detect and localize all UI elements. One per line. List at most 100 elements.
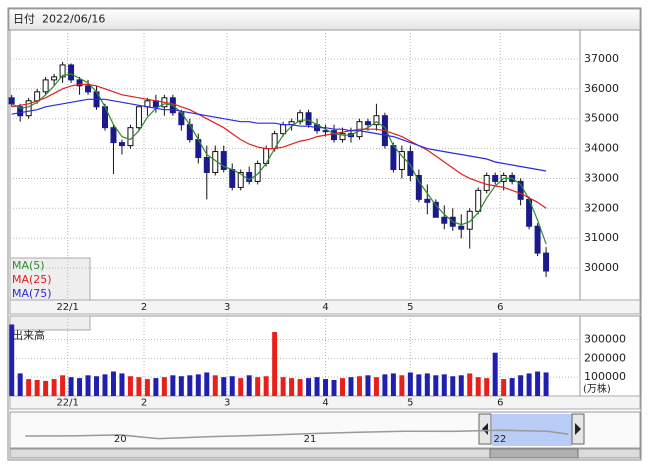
volume-bar bbox=[17, 373, 23, 396]
candle-body bbox=[364, 121, 371, 126]
y-tick-label: 36000 bbox=[584, 82, 619, 95]
candle-body bbox=[543, 252, 550, 272]
volume-title-box bbox=[9, 315, 91, 331]
candle-body bbox=[85, 85, 92, 93]
legend-entry: MA(25) bbox=[12, 273, 52, 286]
volume-bar bbox=[450, 376, 456, 396]
candle-body bbox=[76, 79, 83, 87]
candle-body bbox=[220, 151, 227, 170]
volume-bar bbox=[26, 379, 32, 396]
x-tick-label: 22/1 bbox=[56, 302, 78, 313]
candle-body bbox=[534, 225, 541, 254]
candle-body bbox=[466, 210, 473, 230]
volume-bar bbox=[289, 378, 295, 396]
volume-bar bbox=[119, 373, 125, 396]
volume-bar bbox=[246, 375, 252, 396]
candle-body bbox=[118, 142, 125, 147]
y-tick-label: 35000 bbox=[584, 112, 619, 125]
candle-body bbox=[254, 163, 261, 182]
ma-line bbox=[11, 83, 547, 209]
candle-body bbox=[68, 64, 75, 81]
y-tick-label: 100000 bbox=[584, 370, 626, 383]
volume-bar bbox=[526, 373, 532, 396]
volume-bar bbox=[314, 377, 320, 396]
handle-arrow bbox=[575, 423, 581, 435]
volume-bar bbox=[263, 376, 269, 396]
volume-bar bbox=[110, 371, 116, 396]
header-date: 2022/06/16 bbox=[42, 13, 105, 26]
volume-bar bbox=[34, 380, 40, 396]
x-tick-label: 5 bbox=[407, 302, 413, 313]
candle-body bbox=[424, 198, 431, 203]
candle-body bbox=[398, 151, 405, 170]
candle-body bbox=[246, 171, 253, 182]
volume-bar bbox=[272, 332, 278, 396]
x-tick-label: 22/1 bbox=[56, 398, 78, 409]
volume-bar bbox=[399, 375, 405, 396]
y-tick-label: 31000 bbox=[584, 231, 619, 244]
candle-body bbox=[42, 79, 49, 93]
volume-bar bbox=[9, 324, 15, 396]
navigator-tick-label: 22 bbox=[493, 434, 506, 445]
x-tick-label: 3 bbox=[224, 302, 230, 313]
candle-body bbox=[432, 201, 439, 218]
volume-bar bbox=[356, 376, 362, 396]
volume-bar bbox=[178, 376, 184, 396]
volume-bar bbox=[348, 377, 354, 396]
x-tick-label: 5 bbox=[407, 398, 413, 409]
volume-bar bbox=[323, 379, 329, 396]
volume-bar bbox=[127, 376, 133, 396]
y-tick-label: 33000 bbox=[584, 171, 619, 184]
volume-bar bbox=[416, 374, 422, 396]
candle-body bbox=[203, 157, 210, 173]
candle-body bbox=[237, 171, 244, 188]
candle-body bbox=[280, 124, 287, 135]
candle-body bbox=[25, 100, 32, 117]
volume-bar bbox=[51, 379, 57, 396]
volume-bar bbox=[102, 374, 108, 396]
x-tick-label: 2 bbox=[141, 398, 147, 409]
candle-body bbox=[483, 174, 490, 191]
candle-body bbox=[8, 97, 15, 105]
candle-body bbox=[51, 76, 58, 81]
volume-bar bbox=[492, 352, 498, 396]
volume-bar bbox=[373, 377, 379, 396]
scrollbar-thumb[interactable] bbox=[489, 448, 579, 459]
volume-bar bbox=[85, 375, 91, 396]
volume-bar bbox=[221, 377, 227, 396]
volume-bar bbox=[161, 377, 167, 396]
volume-bar bbox=[204, 372, 210, 396]
candle-body bbox=[127, 127, 134, 147]
volume-bar bbox=[306, 378, 312, 396]
volume-bar bbox=[297, 379, 303, 396]
candle-body bbox=[415, 174, 422, 200]
volume-bar bbox=[441, 374, 447, 396]
volume-bar bbox=[68, 377, 74, 396]
volume-bar bbox=[390, 373, 396, 396]
volume-bar bbox=[136, 377, 142, 396]
volume-bar bbox=[407, 372, 413, 396]
candle-body bbox=[305, 112, 312, 126]
volume-bar bbox=[509, 378, 515, 396]
candle-body bbox=[322, 130, 329, 133]
volume-bar bbox=[229, 376, 235, 396]
scrollbar-track[interactable] bbox=[9, 448, 641, 459]
x-tick-label: 4 bbox=[322, 302, 328, 313]
volume-bar bbox=[543, 372, 549, 396]
x-tick-label: 2 bbox=[141, 302, 147, 313]
header-label: 日付 bbox=[13, 13, 35, 26]
volume-bar bbox=[212, 375, 218, 396]
volume-bar bbox=[60, 375, 66, 396]
candle-body bbox=[339, 133, 346, 141]
volume-bar bbox=[77, 378, 83, 396]
volume-unit: (万株) bbox=[583, 382, 611, 395]
y-tick-label: 37000 bbox=[584, 52, 619, 65]
volume-title: 出来高 bbox=[12, 328, 45, 342]
candle-body bbox=[475, 189, 482, 212]
candle-body bbox=[492, 174, 499, 182]
candle-body bbox=[110, 127, 117, 144]
volume-bar bbox=[424, 373, 430, 396]
candle-body bbox=[373, 115, 380, 126]
